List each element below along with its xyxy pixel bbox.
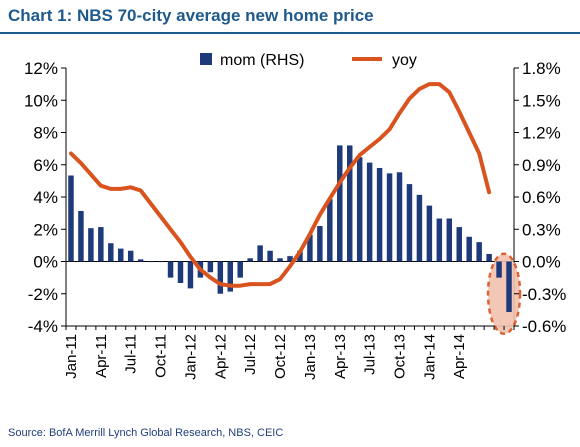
legend: mom (RHS) yoy	[200, 52, 417, 69]
mom-bar	[257, 245, 263, 262]
right-tick-label: 1.5%	[522, 91, 561, 110]
x-tick-label: Oct-12	[272, 334, 289, 379]
mom-bar	[456, 227, 462, 262]
mom-bar	[78, 210, 84, 262]
mom-bar	[337, 145, 343, 262]
mom-bar	[88, 228, 94, 262]
mom-bar	[416, 194, 423, 262]
legend-label-yoy: yoy	[392, 52, 417, 69]
right-tick-label: 0.6%	[522, 188, 561, 207]
mom-bar	[127, 250, 134, 262]
left-tick-label: 4%	[33, 188, 58, 207]
mom-bar	[147, 261, 154, 263]
mom-bar	[287, 256, 293, 262]
right-tick-label: 0.3%	[522, 220, 561, 239]
x-tick-label: Jul-13	[362, 334, 379, 375]
legend-label-mom: mom (RHS)	[220, 52, 304, 69]
mom-bar	[466, 236, 472, 262]
left-tick-label: 0%	[33, 253, 58, 272]
mom-bar	[98, 227, 104, 262]
mom-bar	[496, 261, 502, 278]
mom-bar	[307, 234, 313, 262]
mom-bar	[157, 261, 164, 263]
mom-bar	[297, 250, 303, 262]
right-axis-ticks: -0.6% -0.3% 0.0% 0.3% 0.6% 0.9% 1.2% 1.5% 1.8%	[514, 59, 566, 336]
mom-bar	[386, 173, 393, 262]
mom-bar	[396, 172, 403, 262]
mom-bar	[366, 162, 373, 262]
left-tick-label: 8%	[33, 124, 58, 143]
mom-bar	[217, 261, 224, 294]
mom-bar	[108, 243, 114, 262]
mom-bar	[506, 261, 512, 313]
right-tick-label: -0.3%	[522, 285, 566, 304]
mom-bar	[356, 157, 363, 262]
x-tick-label: Oct-13	[392, 334, 409, 379]
right-tick-label: 0.9%	[522, 156, 561, 175]
right-tick-label: -0.6%	[522, 317, 566, 336]
mom-bar	[406, 184, 413, 262]
title-rule	[0, 32, 580, 34]
x-tick-label: Jan-14	[421, 334, 438, 380]
mom-bar	[137, 259, 144, 262]
mom-bar	[476, 242, 482, 262]
mom-bar	[247, 258, 253, 262]
mom-bar	[227, 261, 234, 292]
highlight-ellipse-shape	[486, 252, 522, 335]
mom-bar	[237, 261, 243, 278]
chart-title: Chart 1: NBS 70-city average new home pr…	[8, 6, 374, 25]
x-tick-label: Oct-11	[153, 334, 170, 378]
x-tick-label: Jan-11	[63, 334, 80, 379]
right-tick-label: 1.8%	[522, 59, 561, 78]
mom-bar	[426, 205, 433, 262]
x-tick-label: Apr-11	[93, 334, 110, 378]
mom-bar	[187, 261, 194, 289]
mom-bar	[207, 261, 214, 273]
left-tick-label: 10%	[24, 91, 58, 110]
mom-bar	[317, 226, 323, 262]
left-axis-ticks: -4% -2% 0% 2% 4% 6% 8% 10% 12%	[24, 59, 66, 336]
yoy-line-path	[69, 82, 492, 288]
mom-bar	[118, 248, 124, 262]
x-tick-label: Apr-14	[451, 334, 468, 379]
mom-bar	[486, 253, 492, 262]
x-tick-label: Jul-12	[242, 334, 259, 375]
yoy-line	[69, 82, 492, 288]
left-tick-label: 6%	[33, 156, 58, 175]
left-tick-label: -2%	[28, 285, 58, 304]
x-tick-label: Jan-12	[182, 334, 199, 380]
highlight-ellipse	[486, 252, 522, 335]
mom-bar	[267, 250, 273, 262]
mom-bar	[68, 175, 74, 262]
x-tick-label: Jan-13	[302, 334, 319, 380]
axes	[65, 68, 515, 327]
left-tick-label: 12%	[24, 59, 58, 78]
right-tick-label: 1.2%	[522, 124, 561, 143]
x-axis-ticks: Jan-11 Apr-11 Jul-11 Oct-11 Jan-12 Apr-12 Jul-…	[63, 326, 515, 380]
left-tick-label: -4%	[28, 317, 58, 336]
right-tick-label: 0.0%	[522, 253, 561, 272]
mom-bar	[277, 258, 283, 262]
mom-bar	[346, 145, 353, 262]
mom-bar	[327, 199, 333, 262]
legend-swatch-mom	[200, 53, 212, 65]
mom-bars	[68, 145, 512, 313]
chart: mom (RHS) yoy -4% -2% 0% 2% 4% 6% 8% 10% 12% -0.…	[24, 52, 566, 380]
left-tick-label: 2%	[33, 220, 58, 239]
mom-bar	[177, 261, 184, 283]
x-tick-label: Jul-11	[123, 334, 140, 374]
mom-bar	[167, 261, 174, 278]
x-tick-label: Apr-13	[332, 334, 349, 379]
mom-bar	[436, 218, 443, 262]
mom-bar	[446, 218, 453, 262]
source-note: Source: BofA Merrill Lynch Global Resear…	[8, 427, 284, 439]
mom-bar	[376, 167, 383, 262]
x-tick-label: Apr-12	[212, 334, 229, 379]
